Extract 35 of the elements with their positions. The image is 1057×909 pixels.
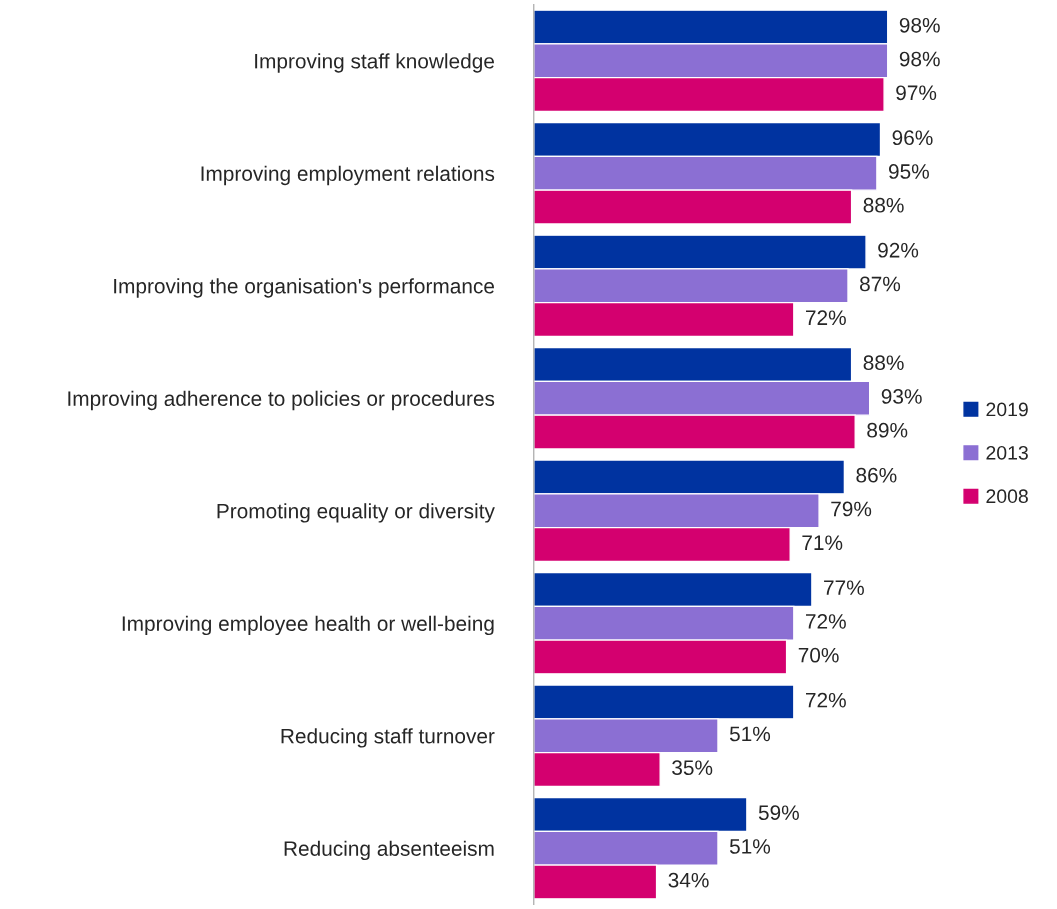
- legend-label: 2019: [986, 402, 1028, 417]
- data-label: 87%: [860, 276, 901, 292]
- data-label: 88%: [863, 197, 904, 213]
- data-label: 35%: [672, 760, 713, 776]
- data-label: 71%: [802, 535, 843, 550]
- data-label: 95%: [888, 164, 929, 179]
- y-tick-label: Reducing absenteeism: [284, 840, 494, 861]
- data-label: 98%: [899, 51, 940, 67]
- data-label: 72%: [806, 614, 846, 629]
- y-tick-label: Promoting equality or diversity: [217, 503, 495, 523]
- y-tick-label: Reducing staff turnover: [281, 728, 495, 748]
- y-tick-label: Improving employee health or well-being: [122, 615, 494, 636]
- data-label: 93%: [881, 389, 922, 404]
- data-label: 97%: [896, 85, 937, 101]
- data-label: 72%: [806, 692, 846, 708]
- y-tick-label: Improving the organisation's performance: [114, 278, 494, 298]
- data-label: 86%: [856, 467, 897, 483]
- data-label: 51%: [729, 726, 771, 742]
- data-label: 59%: [758, 805, 799, 821]
- y-tick-label: Improving staff knowledge: [255, 53, 494, 73]
- data-label: 70%: [798, 647, 839, 663]
- data-label: 88%: [863, 355, 904, 371]
- y-tick-label: Improving employment relations: [201, 165, 495, 186]
- data-label: 89%: [867, 422, 908, 438]
- data-label: 96%: [892, 130, 933, 146]
- data-label: 72%: [806, 310, 846, 326]
- data-label: 79%: [831, 501, 872, 517]
- data-label: 92%: [878, 242, 919, 258]
- y-tick-label: Improving adherence to policies or procedures: [68, 390, 495, 411]
- data-label: 51%: [729, 839, 771, 854]
- data-label: 34%: [668, 872, 709, 888]
- data-label: 77%: [824, 580, 864, 595]
- legend-label: 2008: [986, 489, 1028, 504]
- data-label: 98%: [899, 17, 940, 33]
- legend-label: 2013: [986, 445, 1028, 460]
